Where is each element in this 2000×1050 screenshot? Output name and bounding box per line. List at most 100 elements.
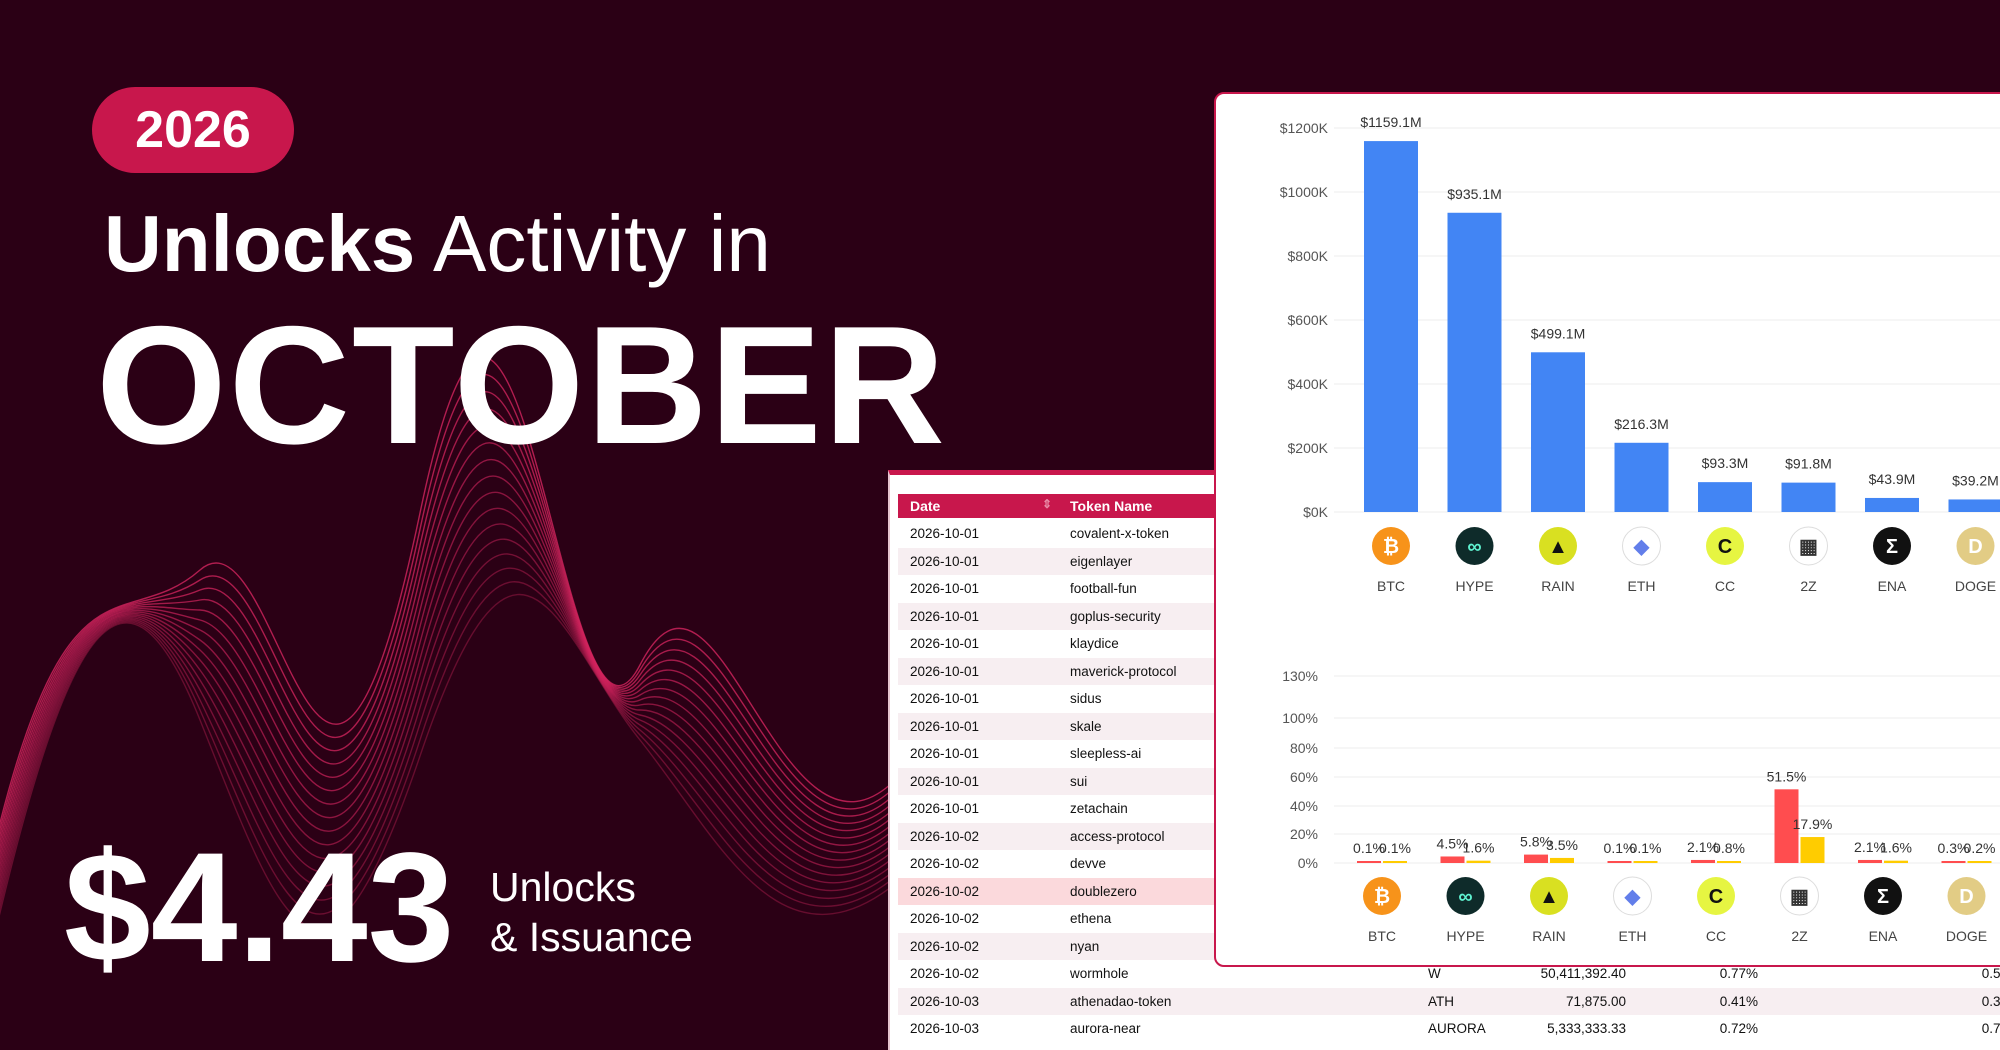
bar-rain-series-1[interactable]: [1524, 854, 1548, 863]
table-row[interactable]: 2026-10-02 wormhole W 50,411,392.40 0.77% 0.5…: [898, 960, 2000, 988]
ena-icon: Σ: [1864, 877, 1902, 915]
bar-ena[interactable]: [1865, 497, 1919, 512]
amount-label: Unlocks & Issuance: [490, 862, 693, 962]
cell-token-name: zetachain: [1070, 801, 1128, 816]
cc-icon: C: [1697, 877, 1735, 915]
y-tick-label: $800K: [1288, 248, 1329, 264]
wave-line: [0, 523, 901, 886]
data-label: $93.3M: [1702, 455, 1749, 471]
svg-text:Σ: Σ: [1877, 886, 1889, 908]
table-row[interactable]: 2026-10-01 sidus: [898, 685, 2000, 713]
bar-rain-series-2[interactable]: [1550, 857, 1574, 863]
cell-token-name: covalent-x-token: [1070, 526, 1170, 541]
bar-btc-series-2[interactable]: [1383, 861, 1407, 863]
cell-date: 2026-10-01: [910, 801, 980, 816]
wave-line: [0, 507, 901, 880]
table-row[interactable]: 2026-10-01 covalent-x-token: [898, 520, 2000, 548]
bar-eth-series-1[interactable]: [1607, 861, 1632, 863]
y-tick-label: $1000K: [1280, 184, 1329, 200]
wave-line: [0, 593, 901, 929]
cell-token-name: ethena: [1070, 911, 1112, 926]
cell-date: 2026-10-02: [910, 856, 980, 871]
cell-date: 2026-10-01: [910, 663, 980, 679]
table-row[interactable]: 2026-10-01 sleepless-ai: [898, 740, 2000, 768]
amount-label-line2: & Issuance: [490, 914, 693, 960]
cell-token-name: wormhole: [1070, 966, 1129, 981]
bar-btc-series-1[interactable]: [1357, 861, 1381, 863]
table-row[interactable]: 2026-10-02 ethena: [898, 905, 2000, 933]
data-label: 1.6%: [1463, 840, 1495, 856]
bar-ena-series-2[interactable]: [1884, 860, 1908, 863]
bar-hype-series-2[interactable]: [1466, 860, 1491, 863]
cell-token-name: aurora-near: [1070, 1021, 1141, 1036]
column-header-date[interactable]: Date: [910, 498, 941, 514]
sort-icon[interactable]: ⇕: [1042, 497, 1053, 511]
data-label: 51.5%: [1767, 768, 1807, 784]
cell-token-name: doublezero: [1070, 883, 1137, 899]
table-row[interactable]: 2026-10-02 devve: [898, 850, 2000, 878]
table-row[interactable]: 2026-10-03 athenadao-token ATH 71,875.00 0.4…: [898, 987, 2000, 1015]
data-label: 5.8%: [1520, 834, 1552, 850]
cell-date: 2026-10-02: [910, 911, 980, 926]
table-row[interactable]: 2026-10-01 zetachain: [898, 795, 2000, 823]
bar-ena-series-1[interactable]: [1858, 859, 1882, 863]
unlocks-charts: $0K $200K $400K $600K $800K $1000K $1200K $1159…: [1280, 114, 2000, 944]
table-row[interactable]: 2026-10-01 klaydice: [898, 630, 2000, 658]
table-row[interactable]: 2026-10-01 football-fun: [898, 575, 2000, 603]
bar-2z-series-2[interactable]: [1800, 837, 1825, 863]
data-label: $499.1M: [1531, 325, 1585, 341]
wave-line: [0, 581, 901, 915]
data-label: 17.9%: [1793, 816, 1833, 832]
svg-text:C: C: [1709, 886, 1723, 908]
y-tick-label: 80%: [1290, 740, 1318, 756]
cell-date: 2026-10-02: [910, 938, 980, 954]
cell-amount: 5,333,333.33: [1547, 1021, 1626, 1036]
bar-cc[interactable]: [1698, 482, 1752, 512]
cell-date: 2026-10-02: [910, 966, 980, 981]
wave-line: [0, 425, 901, 850]
cell-date: 2026-10-01: [910, 773, 980, 789]
x-tick-label: ENA: [1869, 928, 1898, 944]
chart-card: $0K $200K $400K $600K $800K $1000K $1200K $1159…: [1214, 92, 2000, 967]
bar-2z-series-1[interactable]: [1774, 789, 1799, 863]
bar-cc-series-1[interactable]: [1691, 859, 1715, 863]
svg-text:◆: ◆: [1624, 886, 1641, 908]
bar-eth[interactable]: [1614, 442, 1669, 512]
bar-doge-series-1[interactable]: [1941, 861, 1966, 863]
x-tick-label: BTC: [1368, 928, 1396, 944]
wave-line: [0, 475, 901, 868]
data-label: 0.1%: [1604, 840, 1636, 856]
cell-symbol: ATH: [1428, 993, 1454, 1009]
x-tick-label: CC: [1706, 928, 1726, 944]
data-label: $43.9M: [1869, 471, 1916, 487]
y-tick-label: $1200K: [1280, 120, 1329, 136]
bar-rain[interactable]: [1531, 352, 1585, 512]
wave-line: [0, 356, 901, 826]
column-header-token-name[interactable]: Token Name: [1070, 498, 1153, 514]
bar-hype[interactable]: [1447, 212, 1502, 512]
cell-symbol: AURORA: [1428, 1021, 1486, 1036]
bar-btc[interactable]: [1364, 141, 1418, 512]
bar-2z[interactable]: [1781, 482, 1836, 512]
wave-line: [0, 491, 901, 874]
2z-icon: ▦: [1789, 526, 1828, 566]
cell-token-name: devve: [1070, 856, 1107, 871]
bar-doge-series-2[interactable]: [1967, 861, 1992, 863]
bar-eth-series-2[interactable]: [1633, 861, 1658, 863]
y-tick-label: $0K: [1303, 504, 1329, 520]
cell-token-name: klaydice: [1070, 636, 1119, 651]
cell-date: 2026-10-02: [910, 883, 980, 899]
table-row[interactable]: 2026-10-03 aurora-near AURORA 5,333,333.33 0…: [898, 1015, 2000, 1043]
cell-token-name: eigenlayer: [1070, 553, 1133, 569]
data-label: $216.3M: [1614, 416, 1668, 432]
bar-cc-series-2[interactable]: [1717, 861, 1741, 863]
ena-icon: Σ: [1873, 527, 1911, 565]
cell-percent: 0.72%: [1719, 1021, 1758, 1036]
wave-line: [0, 373, 901, 832]
wave-line: [0, 553, 901, 898]
amount-label-line1: Unlocks: [490, 864, 636, 910]
btc-icon: ₿: [1372, 527, 1410, 565]
bar-doge[interactable]: [1948, 499, 2000, 512]
bar-hype-series-1[interactable]: [1440, 856, 1465, 863]
y-tick-label: 20%: [1290, 826, 1318, 842]
